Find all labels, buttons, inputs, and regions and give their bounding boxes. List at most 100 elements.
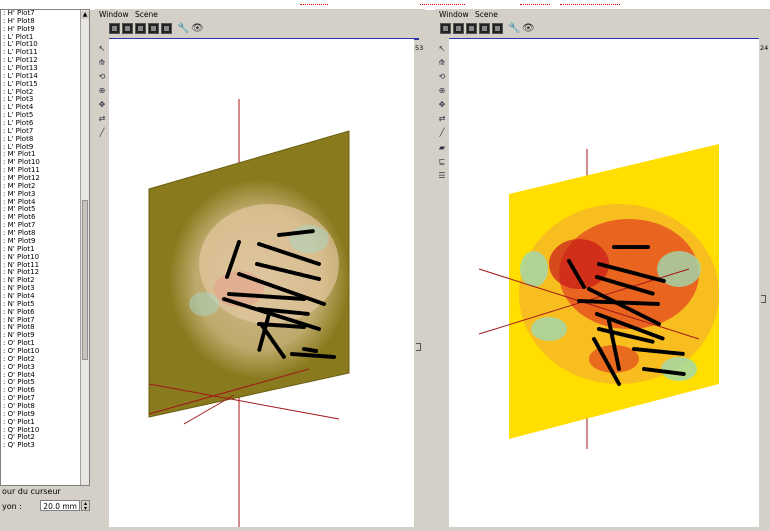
list-item[interactable]: : L' Plot8 <box>3 134 34 143</box>
list-item[interactable]: : N' Plot11 <box>3 260 40 269</box>
menu-window[interactable]: Window <box>439 10 469 19</box>
list-item[interactable]: : L' Plot6 <box>3 119 34 128</box>
list-item[interactable]: : L' Plot12 <box>3 56 38 65</box>
list-item[interactable]: : H' Plot7 <box>3 9 35 17</box>
list-item[interactable]: : L' Plot13 <box>3 64 38 73</box>
list-item[interactable]: : L' Plot11 <box>3 48 38 57</box>
pen-icon[interactable]: ╱ <box>439 128 445 137</box>
list-item[interactable]: : N' Plot4 <box>3 291 35 300</box>
scroll-thumb[interactable] <box>82 200 88 360</box>
list-item[interactable]: : L' Plot5 <box>3 111 34 120</box>
list-item[interactable]: : L' Plot14 <box>3 71 38 80</box>
list-item[interactable]: : L' Plot2 <box>3 87 34 96</box>
list-item[interactable]: : N' Plot12 <box>3 268 40 277</box>
list-item[interactable]: : N' Plot8 <box>3 323 35 332</box>
view-axial-button[interactable] <box>440 23 451 34</box>
left-3d-scene[interactable] <box>109 39 414 527</box>
rotate-icon[interactable]: ⟲ <box>438 72 446 81</box>
plot-list-panel[interactable]: : H' Plot7: H' Plot8: H' Plot9: L' Plot1… <box>0 9 90 486</box>
list-item[interactable]: : L' Plot4 <box>3 103 34 112</box>
rotate-icon[interactable]: ⟲ <box>98 72 106 81</box>
depth-scale-left[interactable]: 53 <box>415 40 425 527</box>
depth-scale-right[interactable]: 24 <box>760 40 770 527</box>
translate-icon[interactable]: ⇄ <box>98 114 106 123</box>
scroll-up-icon[interactable]: ▲ <box>81 11 89 19</box>
list-item[interactable]: : H' Plot9 <box>3 24 35 33</box>
list-item[interactable]: : L' Plot10 <box>3 40 38 49</box>
view-coronal-button[interactable] <box>453 23 464 34</box>
list-item[interactable]: : O' Plot4 <box>3 370 35 379</box>
view-sagittal-button[interactable] <box>135 23 146 34</box>
pan-icon[interactable]: ✥ <box>438 100 446 109</box>
list-item[interactable]: : M' Plot8 <box>3 229 36 238</box>
camera-icon[interactable]: ▰ <box>438 143 446 152</box>
list-item[interactable]: : H' Plot8 <box>3 16 35 25</box>
pointer-icon[interactable]: ↖ <box>98 44 106 53</box>
move-icon[interactable]: ⟰ <box>98 58 106 67</box>
viewer-right-canvas[interactable] <box>449 39 759 527</box>
list-item[interactable]: : O' Plot5 <box>3 378 35 387</box>
list-item[interactable]: : O' Plot10 <box>3 346 40 355</box>
list-item[interactable]: : N' Plot2 <box>3 276 35 285</box>
list-item[interactable]: : M' Plot6 <box>3 213 36 222</box>
scale-handle[interactable] <box>761 295 766 303</box>
list-item[interactable]: : O' Plot3 <box>3 362 35 371</box>
view-other-button[interactable] <box>161 23 172 34</box>
list-item[interactable]: : L' Plot9 <box>3 142 34 151</box>
list-item[interactable]: : O' Plot2 <box>3 354 35 363</box>
eye-icon[interactable]: 👁 <box>522 23 535 34</box>
viewer-left-canvas[interactable] <box>109 39 414 527</box>
list-item[interactable]: : O' Plot1 <box>3 339 35 348</box>
list-item[interactable]: : N' Plot10 <box>3 252 40 261</box>
wrench-icon[interactable]: 🔧 <box>508 23 521 34</box>
scale-handle[interactable] <box>416 343 421 351</box>
list-item[interactable]: : O' Plot7 <box>3 394 35 403</box>
list-item[interactable]: : M' Plot3 <box>3 189 36 198</box>
list-item[interactable]: : M' Plot9 <box>3 236 36 245</box>
list-item[interactable]: : M' Plot12 <box>3 174 40 183</box>
view-sagittal-button[interactable] <box>466 23 477 34</box>
list-item[interactable]: : L' Plot7 <box>3 126 34 135</box>
list-item[interactable]: : L' Plot3 <box>3 95 34 104</box>
list-item[interactable]: : N' Plot5 <box>3 299 35 308</box>
list-item[interactable]: : M' Plot2 <box>3 181 36 190</box>
view-other-button[interactable] <box>492 23 503 34</box>
list-item[interactable]: : M' Plot5 <box>3 205 36 214</box>
list-item[interactable]: : O' Plot6 <box>3 386 35 395</box>
list-item[interactable]: : L' Plot15 <box>3 79 38 88</box>
layers-icon[interactable]: ☰ <box>438 171 446 180</box>
list-item[interactable]: : L' Plot1 <box>3 32 34 41</box>
list-item[interactable]: : N' Plot6 <box>3 307 35 316</box>
menu-scene[interactable]: Scene <box>134 10 158 19</box>
menu-window[interactable]: Window <box>99 10 129 19</box>
translate-icon[interactable]: ⇄ <box>438 114 446 123</box>
list-item[interactable]: : M' Plot7 <box>3 221 36 230</box>
pen-icon[interactable]: ╱ <box>99 128 105 137</box>
menu-scene[interactable]: Scene <box>474 10 498 19</box>
view-coronal-button[interactable] <box>122 23 133 34</box>
zoom-icon[interactable]: ⊕ <box>438 86 446 95</box>
zoom-icon[interactable]: ⊕ <box>98 86 106 95</box>
eye-icon[interactable]: 👁 <box>191 23 204 34</box>
list-item[interactable]: : O' Plot8 <box>3 401 35 410</box>
wrench-icon[interactable]: 🔧 <box>177 23 190 34</box>
list-item[interactable]: : Q' Plot1 <box>3 417 35 426</box>
list-item[interactable]: : M' Plot4 <box>3 197 36 206</box>
list-item[interactable]: : O' Plot9 <box>3 409 35 418</box>
list-item[interactable]: : Q' Plot3 <box>3 441 35 450</box>
pointer-icon[interactable]: ↖ <box>438 44 446 53</box>
view-axial-button[interactable] <box>109 23 120 34</box>
list-item[interactable]: : M' Plot11 <box>3 166 40 175</box>
view-3d-button[interactable] <box>479 23 490 34</box>
select-icon[interactable]: ⊑ <box>438 157 446 166</box>
move-icon[interactable]: ⟰ <box>438 58 446 67</box>
list-item[interactable]: : Q' Plot10 <box>3 425 40 434</box>
list-item[interactable]: : N' Plot1 <box>3 244 35 253</box>
pan-icon[interactable]: ✥ <box>98 100 106 109</box>
list-item[interactable]: : M' Plot1 <box>3 150 36 159</box>
ray-input[interactable]: 20.0 mm <box>40 500 80 511</box>
list-scrollbar[interactable]: ▲ <box>80 10 89 485</box>
list-item[interactable]: : Q' Plot2 <box>3 433 35 442</box>
list-item[interactable]: : M' Plot10 <box>3 158 40 167</box>
list-item[interactable]: : N' Plot3 <box>3 284 35 293</box>
